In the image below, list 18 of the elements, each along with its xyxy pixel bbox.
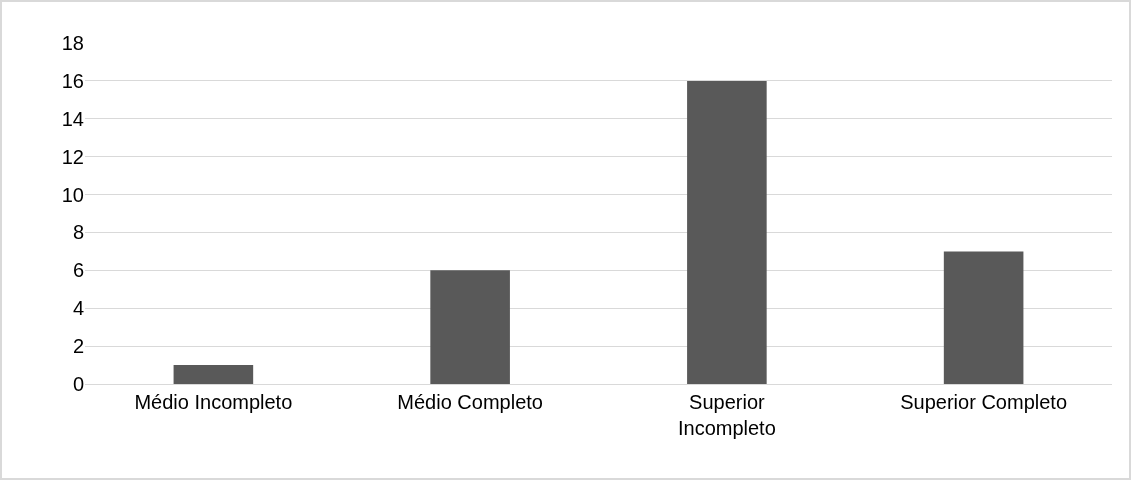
y-tick-label: 8 bbox=[72, 221, 84, 244]
y-tick-label: 18 bbox=[61, 32, 84, 54]
x-tick-label: Superior Completo bbox=[900, 391, 1068, 414]
x-tick-label: Médio Incompleto bbox=[134, 391, 293, 414]
x-tick-label: Médio Completo bbox=[397, 391, 543, 414]
bar bbox=[687, 80, 767, 384]
y-tick-label: 0 bbox=[72, 373, 84, 395]
y-tick-label: 4 bbox=[72, 297, 84, 320]
y-tick-label: 2 bbox=[72, 335, 84, 358]
y-tick-label: 12 bbox=[61, 145, 84, 168]
bar bbox=[173, 365, 254, 384]
bar bbox=[430, 270, 510, 384]
y-tick-label: 6 bbox=[72, 259, 84, 282]
x-tick-label: Superior Incompleto bbox=[677, 391, 776, 440]
bar bbox=[943, 251, 1024, 384]
y-tick-label: 14 bbox=[61, 107, 84, 130]
y-tick-label: 10 bbox=[61, 183, 84, 206]
y-tick-label: 16 bbox=[61, 69, 84, 92]
